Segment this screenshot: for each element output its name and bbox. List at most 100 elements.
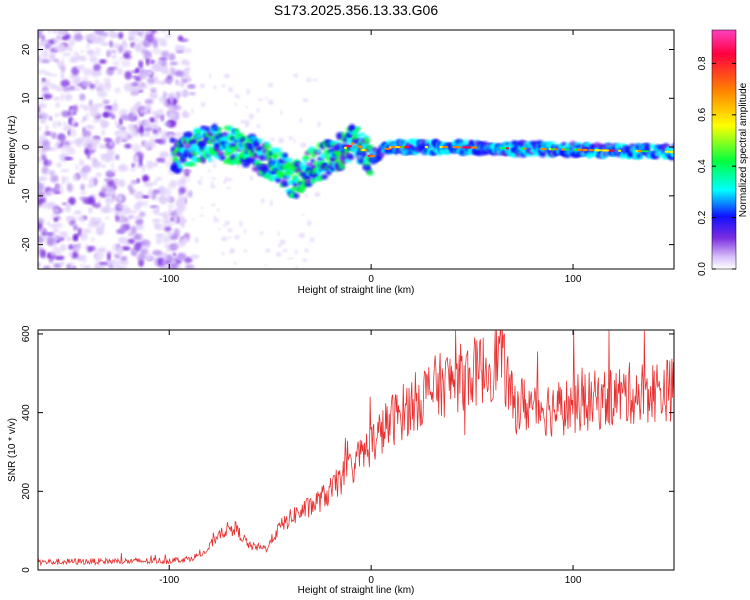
spectrogram-cell [66,236,73,242]
spectrogram-cell [80,119,84,125]
spectrogram-cell [212,163,217,168]
spectrogram-frame [37,29,675,270]
spectrogram-cell [147,109,151,114]
spectrogram-cell [219,155,226,161]
spectrogram-cell [165,160,172,168]
spectrogram-cell [288,136,293,141]
spectrogram-cell [153,65,163,71]
y-tick-label: 0 [21,567,32,573]
spectrogram-cell [394,145,401,149]
spectrogram-cell [210,184,216,189]
spectrogram-cell [361,148,366,152]
spectrogram-cell [104,178,109,182]
spectrogram-cell [94,251,105,259]
spectrogram-cell [194,237,199,244]
spectrogram-cell [582,148,588,152]
spectrogram-cell [158,60,162,65]
spectrogram-cell [134,43,142,53]
spectrogram-cell [265,96,268,100]
spectrogram-cell [38,262,41,268]
spectrogram-cell [69,85,76,91]
spectrogram-cell [69,262,76,269]
spectrogram-cell [153,179,158,186]
spectrogram-cell [314,192,321,197]
spectrogram-cell [39,228,47,234]
spectrogram-cell [86,43,90,50]
spectrogram-cell [181,79,188,83]
spectrogram-cell [199,83,206,88]
spectrogram-cell [182,110,188,118]
spectrogram-cell [155,233,166,238]
spectrogram-cell [282,152,289,159]
figure-title: S173.2025.356.13.33.G06 [274,2,438,18]
spectrogram-cell [499,146,508,150]
spectrogram-cell [75,87,81,91]
spectrogram-cell [42,113,49,120]
spectrogram-cell [281,182,289,187]
spectrogram-cell [594,149,600,152]
spectrogram-cell [239,220,243,227]
spectrogram-cell [60,169,70,173]
spectrogram-cell [257,138,264,144]
spectrogram-cell [352,130,358,136]
spectrogram-cell [90,236,95,243]
spectrogram-cell [160,113,165,122]
spectrogram-cell [540,147,547,151]
spectrogram-cell [95,226,105,236]
spectrogram-cell [38,200,42,207]
spectrogram-cell [116,266,127,269]
spectrogram-cell [347,153,355,161]
spectrogram-cell [62,125,73,132]
spectrogram-cell [86,124,95,129]
spectrogram-cell [179,158,187,163]
spectrogram-cell [38,68,48,75]
spectrogram-cell [302,98,309,103]
spectrogram-cell [278,137,284,144]
spectrogram-cell [321,173,329,180]
snr-plot-area [38,330,674,567]
spectrogram-cell [576,148,583,152]
spectrogram-cell [38,183,45,192]
spectrogram-cell [181,182,186,188]
spectrogram-cell [153,257,159,267]
spectrogram-cell [71,66,80,76]
spectrogram-cell [101,153,111,162]
spectrogram-cell [221,251,225,256]
spectrogram-cell [48,52,56,62]
spectrogram-cell [279,239,286,245]
spectrogram-cell [56,121,62,127]
x-tick-label: 0 [368,274,374,285]
spectrogram-image [38,30,674,269]
spectrogram-cell [54,112,60,118]
spectrogram-cell [52,120,57,129]
spectrogram-cell [359,132,365,137]
spectrogram-cell [60,237,65,241]
spectrogram-cell [60,79,71,88]
spectrogram-cell [561,142,567,147]
spectrogram-cell [71,118,76,126]
spectrogram-cell [82,142,89,148]
y-tick-label: 0 [21,144,32,150]
y-tick-label: 20 [21,44,32,56]
spectrogram-cell [176,204,185,209]
spectrogram-cell [175,82,183,86]
spectrogram-cell [240,120,247,124]
spectrogram-cell [109,259,116,264]
spectrogram-cell [671,151,674,159]
spectrogram-cell [38,30,44,33]
spectrogram-cell [245,106,249,109]
snr-y-ticks: 0 200 400 600 [21,325,674,573]
spectrogram-cell [149,71,153,75]
spectrogram-cell [72,224,78,231]
spectrogram-cell [51,247,62,252]
spectrogram-cell [101,112,112,117]
spectrogram-cell [268,99,274,106]
spectrogram-cell [83,105,89,111]
spectrogram-cell [601,149,610,152]
spectrogram-cell [260,198,265,204]
spectrogram-cell [149,59,156,65]
spectrogram-cell [224,176,228,180]
spectrogram-cell [38,222,43,231]
spectrogram-cell [45,124,49,132]
spectrogram-cell [40,58,51,64]
